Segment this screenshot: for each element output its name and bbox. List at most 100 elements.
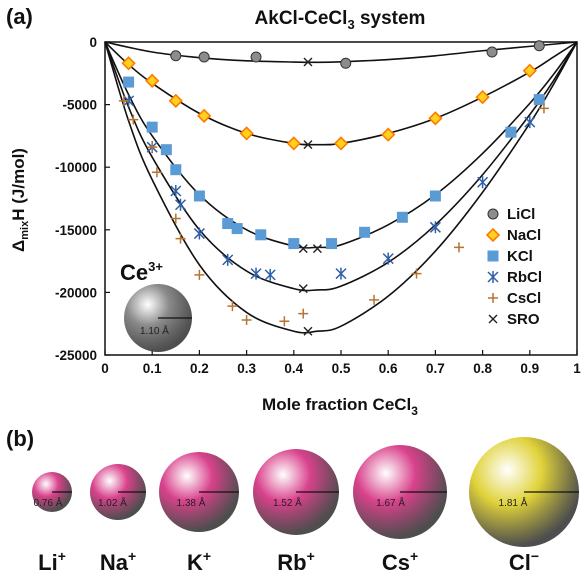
x-tick-label: 0.6 — [379, 361, 398, 376]
y-axis-label-pre: Δ — [9, 240, 28, 252]
data-point-sro — [303, 140, 313, 150]
legend: LiCl NaCl KCl RbCl CsCl SRO — [485, 206, 542, 328]
ion-name: Li — [38, 550, 58, 575]
legend-marker-kcl — [487, 250, 499, 262]
x-axis-label-main: Mole fraction CeCl — [262, 395, 411, 414]
data-point-cscl — [147, 142, 158, 153]
data-point-licl — [250, 51, 262, 63]
panel-a-label: (a) — [6, 4, 33, 29]
legend-marker-cscl — [488, 293, 498, 303]
fit-curve-cscl — [104, 41, 578, 334]
data-point-licl — [198, 51, 210, 63]
data-point-kcl — [160, 144, 172, 156]
ion-li: 0.76 Å Li+ — [32, 472, 72, 575]
ion-name-label: Na+ — [100, 548, 136, 575]
data-point-rbcl — [222, 253, 234, 266]
data-point-cscl — [227, 301, 238, 312]
ion-cs: 1.67 Å Cs+ — [353, 445, 447, 575]
ion-rb: 1.52 Å Rb+ — [253, 449, 339, 575]
data-point-cscl — [369, 294, 380, 305]
data-point-rbcl — [382, 252, 394, 265]
inset-ce-ion: Ce3+ 1.10 Å — [120, 259, 192, 352]
x-tick-label: 0.7 — [426, 361, 445, 376]
data-point-kcl — [231, 223, 243, 235]
y-axis-label-sub: mix — [19, 220, 31, 240]
inset-ion-label: Ce3+ — [120, 259, 163, 285]
ion-name-label: Rb+ — [277, 548, 315, 575]
ion-charge: + — [58, 548, 66, 564]
data-point-sro — [298, 244, 308, 254]
data-point-cscl — [279, 316, 290, 327]
panel-b-label: (b) — [6, 426, 34, 451]
data-point-kcl — [429, 190, 441, 202]
ion-name-label: K+ — [187, 548, 211, 575]
ion-charge: + — [410, 548, 418, 564]
chart-title-sub: 3 — [347, 17, 354, 32]
ion-name-label: Cl− — [509, 548, 539, 575]
data-point-cscl — [194, 269, 205, 280]
data-point-kcl — [222, 218, 234, 230]
data-point-kcl — [326, 238, 338, 250]
chart-title: AkCl-CeCl3 system — [255, 8, 426, 32]
legend-marker-licl — [487, 208, 499, 220]
data-point-sro — [312, 244, 322, 254]
y-tick-label: -5000 — [62, 98, 97, 113]
data-point-nacl — [196, 108, 212, 123]
y-tick-label: -20000 — [55, 285, 97, 300]
data-point-kcl — [123, 76, 135, 88]
ion-na: 1.02 Å Na+ — [90, 464, 146, 575]
data-point-nacl — [333, 136, 349, 151]
data-point-nacl — [381, 127, 396, 142]
ion-charge: − — [531, 548, 539, 564]
data-point-rbcl — [250, 267, 262, 280]
data-point-cscl — [128, 114, 139, 125]
legend-label-rbcl: RbCl — [507, 269, 542, 286]
data-point-licl — [340, 57, 352, 69]
data-point-kcl — [255, 229, 267, 241]
ion-cl: 1.81 Å Cl− — [469, 437, 579, 575]
data-point-nacl — [145, 73, 160, 88]
inset-radius-label: 1.10 Å — [140, 324, 169, 337]
legend-marker-sro — [488, 314, 498, 324]
ion-k: 1.38 Å K+ — [159, 452, 239, 575]
legend-label-cscl: CsCl — [507, 290, 541, 307]
legend-label-nacl: NaCl — [507, 227, 541, 244]
x-axis-label-sub: 3 — [411, 404, 418, 418]
chart-title-rest: system — [355, 8, 426, 29]
x-axis-label: Mole fraction CeCl3 — [262, 395, 418, 418]
ion-charge: + — [203, 548, 211, 564]
ion-name: Cl — [509, 550, 531, 575]
ion-name: Rb — [277, 550, 306, 575]
x-tick-label: 0.4 — [284, 361, 303, 376]
x-tick-label: 0.2 — [190, 361, 209, 376]
data-point-nacl — [121, 56, 136, 71]
y-tick-label: -10000 — [55, 160, 97, 175]
ion-spheres: 0.76 ÅLi+1.02 ÅNa+1.38 ÅK+1.52 ÅRb+1.67 … — [32, 437, 579, 575]
ion-name-label: Cs+ — [382, 548, 418, 575]
legend-label-sro: SRO — [507, 311, 540, 328]
data-point-nacl — [475, 89, 490, 105]
legend-label-kcl: KCl — [507, 248, 533, 265]
data-point-cscl — [175, 233, 186, 244]
inset-ion-name: Ce — [120, 260, 148, 285]
data-point-kcl — [505, 126, 517, 138]
ion-radius-label: 0.76 Å — [34, 496, 63, 509]
x-tick-label: 1 — [573, 361, 581, 376]
y-tick-label: -25000 — [55, 348, 97, 363]
data-point-rbcl — [170, 184, 182, 197]
data-point-rbcl — [429, 221, 441, 234]
x-tick-label: 0.1 — [143, 361, 162, 376]
data-point-rbcl — [335, 267, 347, 280]
ion-name: Cs — [382, 550, 410, 575]
data-point-cscl — [411, 268, 422, 279]
x-tick-label: 0.9 — [520, 361, 539, 376]
data-point-nacl — [168, 93, 183, 108]
data-point-cscl — [454, 242, 464, 253]
data-point-cscl — [241, 314, 252, 325]
y-axis-label: ΔmixH (J/mol) — [9, 148, 31, 252]
y-tick-label: 0 — [89, 35, 97, 50]
data-point-kcl — [288, 238, 300, 250]
data-point-cscl — [538, 103, 549, 114]
data-point-sro — [303, 326, 313, 336]
